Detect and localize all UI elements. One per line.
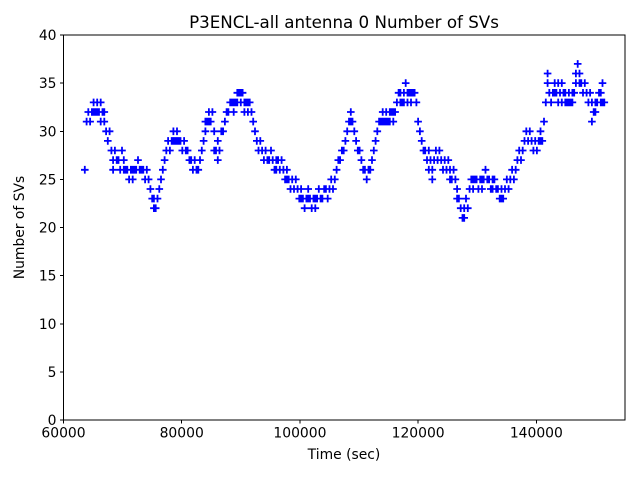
x-ticks: 60000 80000 100000 120000 140000 bbox=[41, 420, 563, 442]
y-tick-label: 5 bbox=[48, 365, 57, 381]
y-axis-label: Number of SVs bbox=[12, 176, 28, 280]
x-tick-label: 120000 bbox=[392, 426, 445, 442]
y-tick-label: 10 bbox=[39, 317, 57, 333]
y-tick-label: 35 bbox=[39, 76, 57, 92]
x-axis-label: Time (sec) bbox=[307, 447, 381, 463]
y-tick-label: 30 bbox=[39, 124, 57, 140]
plot-border bbox=[63, 34, 626, 421]
y-ticks: 0 5 10 15 20 25 30 35 40 bbox=[39, 28, 64, 429]
data-series bbox=[81, 60, 609, 222]
x-tick-label: 140000 bbox=[510, 426, 563, 442]
chart-title: P3ENCL-all antenna 0 Number of SVs bbox=[189, 12, 499, 32]
y-axis: 0 5 10 15 20 25 30 35 40 bbox=[39, 28, 64, 429]
y-tick-label: 40 bbox=[39, 28, 57, 44]
x-tick-label: 60000 bbox=[41, 426, 85, 442]
x-tick-label: 80000 bbox=[160, 426, 204, 442]
x-tick-label: 100000 bbox=[273, 426, 326, 442]
y-tick-label: 25 bbox=[39, 172, 57, 188]
y-tick-label: 20 bbox=[39, 221, 57, 237]
y-tick-label: 15 bbox=[39, 269, 57, 285]
x-axis: 60000 80000 100000 120000 140000 bbox=[41, 420, 563, 442]
scatter-points-path bbox=[81, 60, 609, 222]
y-tick-label: 0 bbox=[48, 413, 57, 429]
